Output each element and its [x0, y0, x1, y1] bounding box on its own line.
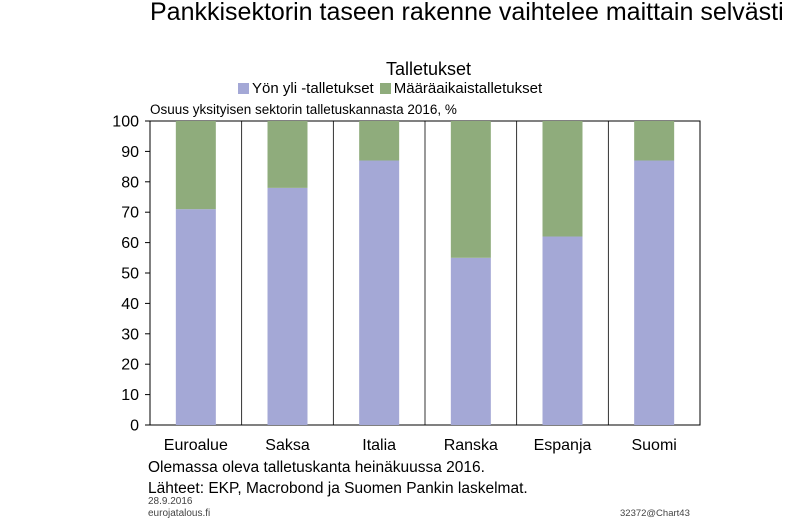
footer-notes: Olemassa oleva talletuskanta heinäkuussa… [148, 457, 528, 499]
bar-term-suomi [634, 121, 675, 161]
x-tick-label: Italia [362, 437, 396, 454]
y-tick-label: 70 [121, 205, 139, 222]
legend-label-term: Määräaikaistalletukset [393, 80, 543, 97]
footer-sources: Lähteet: EKP, Macrobond ja Suomen Pankin… [148, 480, 528, 497]
bar-term-italia [359, 121, 400, 161]
bar-overnight-ranska [450, 257, 491, 425]
bar-overnight-euroalue [175, 209, 216, 425]
x-tick-label: Ranska [444, 437, 498, 454]
y-tick-label: 30 [121, 326, 139, 343]
bar-overnight-saksa [267, 187, 308, 425]
footer-site: eurojatalous.fi [148, 508, 211, 519]
bar-term-espanja [542, 121, 583, 237]
legend-item-overnight: Yön yli -talletukset [238, 80, 374, 97]
bar-overnight-espanja [542, 236, 583, 425]
y-tick-label: 10 [121, 387, 139, 404]
y-tick-label: 20 [121, 357, 139, 374]
bar-term-saksa [267, 121, 308, 188]
footer-note: Olemassa oleva talletuskanta heinäkuussa… [148, 459, 485, 476]
y-tick-label: 90 [121, 144, 139, 161]
x-tick-label: Euroalue [164, 437, 228, 454]
footer-code: 32372@Chart43 [620, 508, 690, 519]
y-tick-label: 100 [112, 114, 139, 131]
bar-term-ranska [450, 121, 491, 258]
legend-swatch-overnight [238, 83, 249, 94]
y-tick-label: 60 [121, 235, 139, 252]
legend-item-term: Määräaikaistalletukset [379, 80, 543, 97]
y-tick-label: 50 [121, 266, 139, 283]
x-tick-label: Suomi [631, 437, 676, 454]
bar-term-euroalue [175, 121, 216, 210]
chart-subtitle: Osuus yksityisen sektorin talletuskannas… [150, 102, 457, 117]
footer-date: 28.9.2016 [148, 496, 193, 507]
page-title: Pankkisektorin taseen rakenne vaihtelee … [150, 0, 784, 26]
legend-swatch-term [379, 83, 391, 94]
y-tick-label: 80 [121, 174, 139, 191]
bar-overnight-italia [359, 160, 400, 425]
legend-label-overnight: Yön yli -talletukset [252, 80, 374, 97]
chart-legend: Yön yli -talletukset Määräaikaistalletuk… [238, 80, 548, 97]
bar-overnight-suomi [634, 160, 675, 425]
x-tick-label: Espanja [534, 437, 592, 454]
y-tick-label: 40 [121, 296, 139, 313]
x-tick-label: Saksa [265, 437, 310, 454]
chart-title: Talletukset [386, 59, 472, 79]
y-tick-label: 0 [130, 418, 139, 435]
